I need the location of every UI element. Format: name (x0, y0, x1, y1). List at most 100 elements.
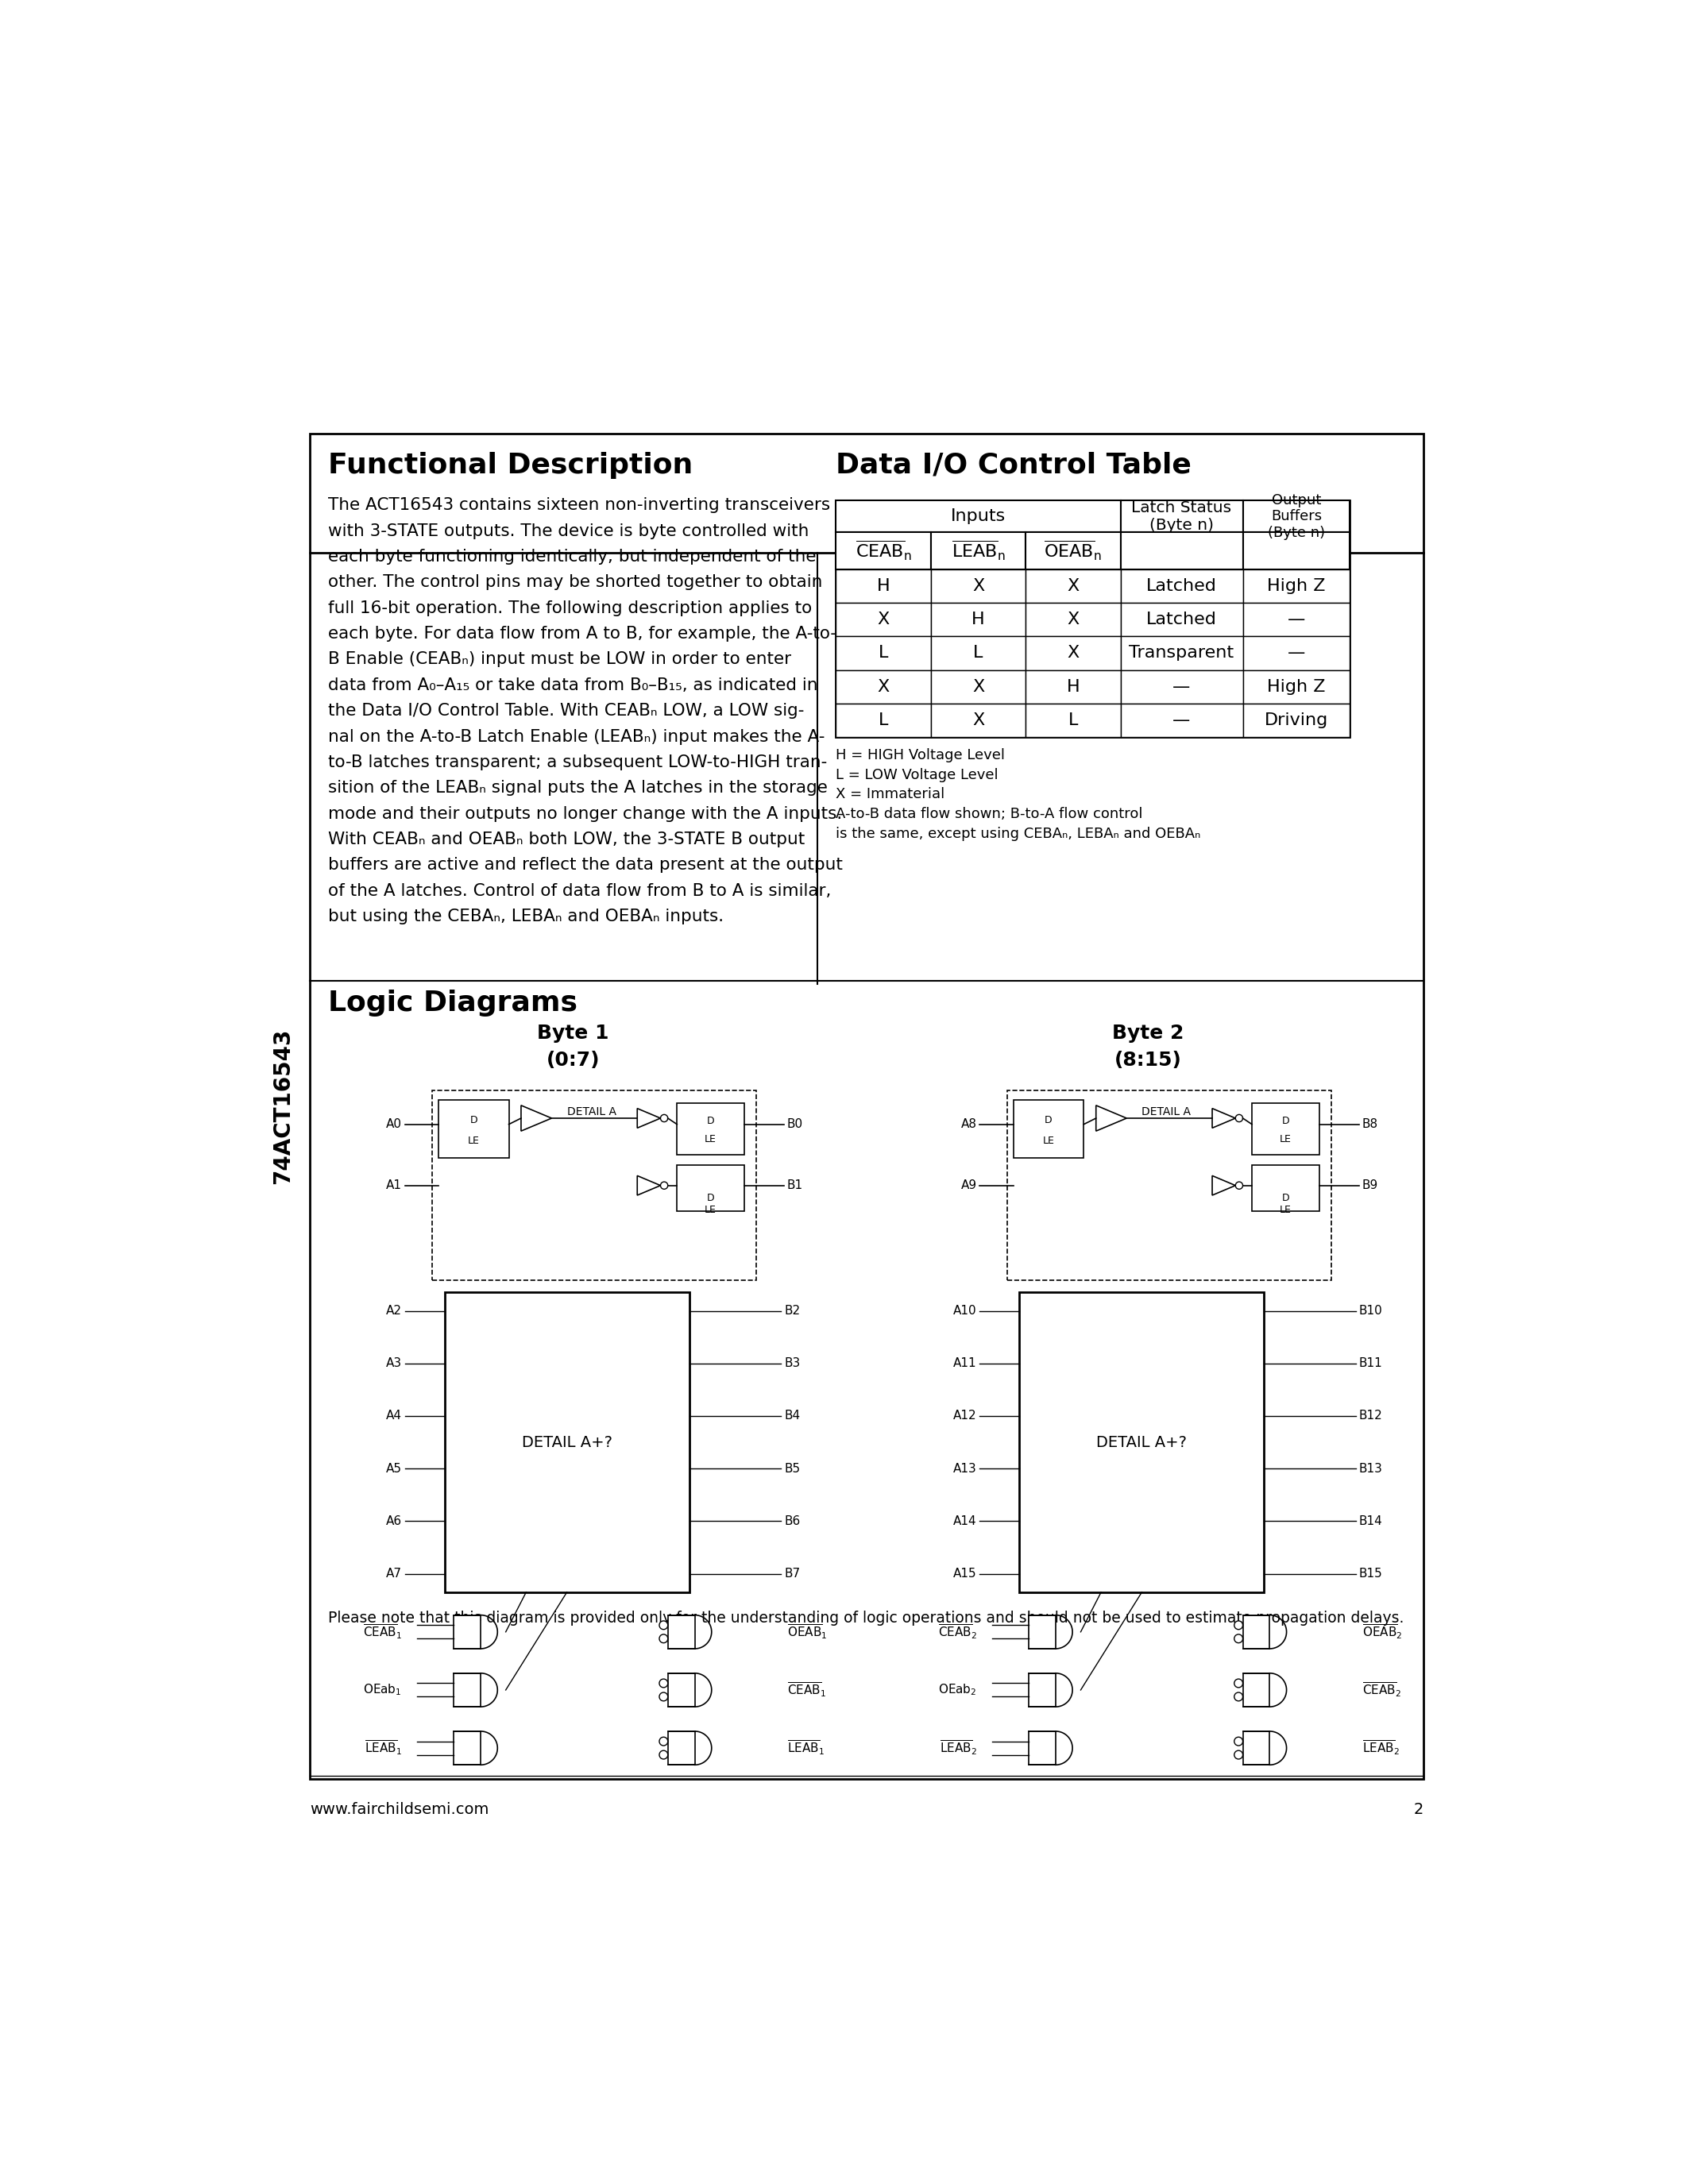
Text: with 3-STATE outputs. The device is byte controlled with: with 3-STATE outputs. The device is byte… (329, 524, 809, 539)
Bar (836, 500, 1350, 738)
Text: B9: B9 (1362, 1179, 1377, 1192)
Text: LE: LE (1043, 1136, 1055, 1147)
Bar (1026, 703, 1121, 738)
Text: H: H (972, 612, 984, 627)
Text: $\overline{\rm CEAB}_2$: $\overline{\rm CEAB}_2$ (939, 1623, 977, 1640)
Bar (1121, 500, 1242, 533)
Text: DETAIL A: DETAIL A (1141, 1105, 1192, 1116)
Text: $\overline{\rm OEAB}_2$: $\overline{\rm OEAB}_2$ (1362, 1623, 1403, 1640)
Text: to-B latches transparent; a subsequent LOW-to-HIGH tran-: to-B latches transparent; a subsequent L… (329, 753, 827, 771)
Text: Inputs: Inputs (950, 509, 1006, 524)
Text: $\overline{\rm CEAB}_1$: $\overline{\rm CEAB}_1$ (363, 1623, 402, 1640)
Text: nal on the A-to-B Latch Enable (LEABₙ) input makes the A-: nal on the A-to-B Latch Enable (LEABₙ) i… (329, 729, 825, 745)
Circle shape (1234, 1634, 1242, 1642)
Bar (1242, 670, 1350, 703)
Text: LE: LE (706, 1206, 717, 1214)
Text: B13: B13 (1359, 1463, 1382, 1474)
Circle shape (1234, 1693, 1242, 1701)
Bar (311, 432, 1423, 1778)
Text: B14: B14 (1359, 1516, 1382, 1527)
Text: Latch Status
(Byte n): Latch Status (Byte n) (1131, 500, 1232, 533)
Text: (8:15): (8:15) (1114, 1051, 1182, 1070)
Bar (1242, 703, 1350, 738)
Bar (1026, 603, 1121, 636)
Text: DETAIL A+?: DETAIL A+? (1097, 1435, 1187, 1450)
Text: X: X (1067, 644, 1079, 662)
Bar (454, 1673, 481, 1708)
Text: —: — (1173, 679, 1190, 695)
Bar (1242, 1732, 1269, 1765)
Bar (1242, 570, 1350, 603)
Text: B8: B8 (1362, 1118, 1377, 1131)
Text: X = Immaterial: X = Immaterial (836, 788, 945, 802)
Text: A5: A5 (387, 1463, 402, 1474)
Text: $\overline{\rm CEAB}_2$: $\overline{\rm CEAB}_2$ (1362, 1682, 1401, 1699)
Text: Latched: Latched (1146, 612, 1217, 627)
Text: A8: A8 (960, 1118, 977, 1131)
Text: High Z: High Z (1268, 679, 1325, 695)
Circle shape (660, 1114, 668, 1123)
Bar (668, 1616, 695, 1649)
Bar (1026, 570, 1121, 603)
Text: 74ACT16543: 74ACT16543 (272, 1029, 294, 1184)
Text: $\overline{\rm CEAB}_1$: $\overline{\rm CEAB}_1$ (787, 1682, 825, 1699)
Bar (1121, 570, 1242, 603)
Text: X: X (972, 579, 984, 594)
Text: Latched: Latched (1146, 579, 1217, 594)
Text: B11: B11 (1359, 1358, 1382, 1369)
Text: B12: B12 (1359, 1411, 1382, 1422)
Text: —: — (1288, 644, 1305, 662)
Text: OEab$_1$: OEab$_1$ (363, 1682, 402, 1697)
Bar (930, 636, 1026, 670)
Text: sition of the LEABₙ signal puts the A latches in the storage: sition of the LEABₙ signal puts the A la… (329, 780, 827, 795)
Bar (836, 703, 930, 738)
Text: of the A latches. Control of data flow from B to A is similar,: of the A latches. Control of data flow f… (329, 882, 832, 898)
Text: is the same, except using CEBAₙ, LEBAₙ and OEBAₙ: is the same, except using CEBAₙ, LEBAₙ a… (836, 826, 1200, 841)
Text: $\overline{\rm LEAB}_1$: $\overline{\rm LEAB}_1$ (365, 1738, 402, 1756)
Text: the Data I/O Control Table. With CEABₙ LOW, a LOW sig-: the Data I/O Control Table. With CEABₙ L… (329, 703, 805, 719)
Text: A6: A6 (387, 1516, 402, 1527)
Bar (930, 670, 1026, 703)
Text: Data I/O Control Table: Data I/O Control Table (836, 452, 1192, 478)
Bar (1026, 533, 1121, 570)
Bar (836, 500, 1121, 533)
Text: DETAIL A+?: DETAIL A+? (522, 1435, 613, 1450)
Text: Please note that this diagram is provided only for the understanding of logic op: Please note that this diagram is provide… (329, 1610, 1404, 1625)
Text: X: X (972, 712, 984, 727)
Text: Driving: Driving (1264, 712, 1328, 727)
Text: B1: B1 (787, 1179, 803, 1192)
Text: $\overline{\rm OEAB}_n$: $\overline{\rm OEAB}_n$ (1045, 539, 1102, 561)
Bar (454, 1616, 481, 1649)
Text: X: X (1067, 612, 1079, 627)
Text: Functional Description: Functional Description (329, 452, 694, 478)
Text: L: L (974, 644, 982, 662)
Bar (1121, 533, 1242, 570)
Text: A10: A10 (954, 1304, 977, 1317)
Text: buffers are active and reflect the data present at the output: buffers are active and reflect the data … (329, 856, 842, 874)
Text: B15: B15 (1359, 1568, 1382, 1579)
Circle shape (1234, 1736, 1242, 1745)
Text: High Z: High Z (1268, 579, 1325, 594)
Text: OEab$_2$: OEab$_2$ (939, 1682, 977, 1697)
Bar (1121, 636, 1242, 670)
Bar (1026, 636, 1121, 670)
Text: A3: A3 (387, 1358, 402, 1369)
Text: —: — (1173, 712, 1190, 727)
Text: Byte 2: Byte 2 (1112, 1024, 1183, 1042)
Bar (439, 1101, 508, 1158)
Text: $\overline{\rm LEAB}_n$: $\overline{\rm LEAB}_n$ (952, 539, 1004, 561)
Bar (836, 570, 930, 603)
Text: L: L (1069, 712, 1079, 727)
Circle shape (1234, 1752, 1242, 1758)
Text: A15: A15 (954, 1568, 977, 1579)
Text: DETAIL A: DETAIL A (567, 1105, 616, 1116)
Text: $\overline{\rm LEAB}_2$: $\overline{\rm LEAB}_2$ (1362, 1738, 1399, 1756)
Bar (1026, 670, 1121, 703)
Bar (930, 570, 1026, 603)
Text: $\overline{\rm OEAB}_1$: $\overline{\rm OEAB}_1$ (787, 1623, 827, 1640)
Text: A7: A7 (387, 1568, 402, 1579)
Text: A11: A11 (954, 1358, 977, 1369)
Text: A0: A0 (387, 1118, 402, 1131)
Bar (1028, 1616, 1055, 1649)
Circle shape (660, 1693, 668, 1701)
